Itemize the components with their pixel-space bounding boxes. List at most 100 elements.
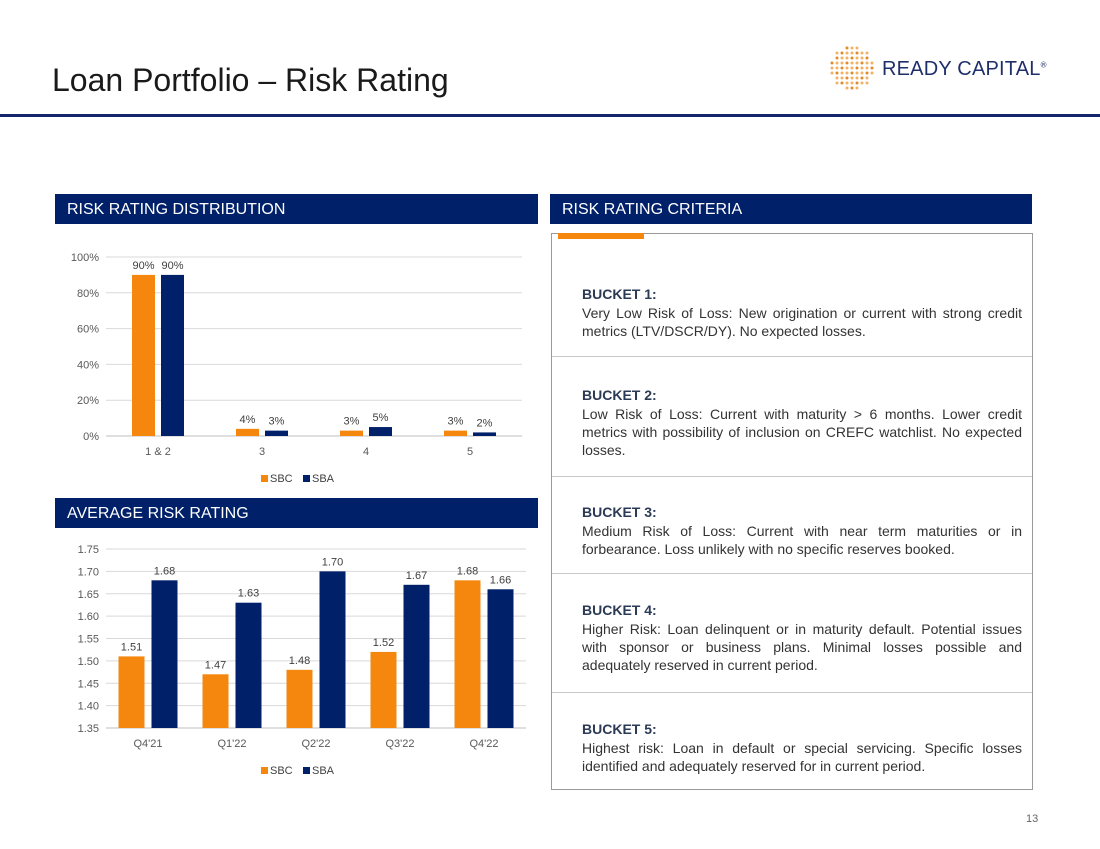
data-label: 1.67 <box>406 570 427 582</box>
x-tick-label: 4 <box>363 446 369 458</box>
logo-dot <box>835 61 839 65</box>
logo-dot <box>855 46 859 50</box>
logo-dot <box>835 76 839 80</box>
logo-dot <box>835 81 839 85</box>
logo-dot <box>855 71 859 75</box>
legend-swatch <box>261 475 268 482</box>
risk-rating-distribution-chart: 0% 20% 40% 60% 80% 100% 90% 90% 1 & 2 4% 3% 3 3% 5% 4 3… <box>71 252 522 485</box>
bar-sbc <box>286 669 313 728</box>
bar-sba <box>319 571 346 728</box>
logo-dot <box>835 66 839 70</box>
bucket-4: BUCKET 4: Higher Risk: Loan delinquent o… <box>552 602 1032 674</box>
bar-sba <box>235 602 262 728</box>
legend-label: SBA <box>312 473 335 485</box>
data-label: 3% <box>269 416 285 428</box>
bucket-description: Medium Risk of Loss: Current with near t… <box>582 523 1022 557</box>
y-tick-label: 1.70 <box>78 566 99 578</box>
legend-label: SBC <box>270 473 293 485</box>
logo-dot <box>860 56 864 60</box>
distribution-header: RISK RATING DISTRIBUTION <box>55 194 538 224</box>
logo-dot <box>855 86 859 90</box>
logo-dot <box>845 76 849 80</box>
bucket-1: BUCKET 1: Very Low Risk of Loss: New ori… <box>552 286 1032 340</box>
logo-dot <box>860 51 864 55</box>
logo-dots-icon <box>830 46 874 90</box>
logo-dot <box>845 81 849 85</box>
data-label: 90% <box>161 260 183 272</box>
bucket-title: BUCKET 1: <box>582 286 657 302</box>
legend-swatch <box>303 767 310 774</box>
logo-dot <box>845 51 849 55</box>
bar-sba <box>473 432 496 436</box>
bucket-description: Higher Risk: Loan delinquent or in matur… <box>582 621 1022 673</box>
logo-dot <box>865 81 869 85</box>
logo-dot <box>860 61 864 65</box>
bar-sba <box>403 584 430 728</box>
data-label: 5% <box>373 412 389 424</box>
title-divider <box>0 114 1100 117</box>
bucket-description: Highest risk: Loan in default or special… <box>582 740 1022 774</box>
logo-dot <box>840 51 844 55</box>
logo-dot <box>850 66 854 70</box>
bar-sbc <box>132 274 155 436</box>
data-label: 1.63 <box>238 588 259 600</box>
x-tick-label: Q4'22 <box>469 738 498 750</box>
x-tick-label: Q3'22 <box>385 738 414 750</box>
logo-dot <box>865 51 869 55</box>
bar-sbc <box>370 651 397 728</box>
data-label: 1.66 <box>490 574 511 586</box>
logo-dot <box>830 61 834 65</box>
bucket-title: BUCKET 3: <box>582 504 657 520</box>
x-tick-label: Q1'22 <box>217 738 246 750</box>
bucket-2: BUCKET 2: Low Risk of Loss: Current with… <box>552 387 1032 459</box>
logo-dot <box>845 56 849 60</box>
bar-sba <box>369 427 392 436</box>
y-tick-label: 1.65 <box>78 589 99 601</box>
logo-dot <box>845 66 849 70</box>
bucket-description: Very Low Risk of Loss: New origination o… <box>582 305 1022 339</box>
bar-sbc <box>202 674 229 728</box>
logo-dot <box>855 51 859 55</box>
x-tick-label: 1 & 2 <box>145 446 171 458</box>
average-header: AVERAGE RISK RATING <box>55 498 538 528</box>
logo-dot <box>855 56 859 60</box>
logo-dot <box>840 81 844 85</box>
bucket-divider <box>552 476 1032 477</box>
bucket-title: BUCKET 2: <box>582 387 657 403</box>
logo-dot <box>850 81 854 85</box>
x-tick-label: 3 <box>259 446 265 458</box>
logo-dot <box>855 66 859 70</box>
legend-label: SBA <box>312 765 335 777</box>
criteria-accent-bar <box>558 233 644 239</box>
data-label: 2% <box>477 417 493 429</box>
x-tick-label: Q4'21 <box>133 738 162 750</box>
bucket-title: BUCKET 5: <box>582 721 657 737</box>
x-tick-label: Q2'22 <box>301 738 330 750</box>
criteria-panel: BUCKET 1: Very Low Risk of Loss: New ori… <box>551 233 1033 790</box>
bar-sbc <box>236 428 259 436</box>
logo-dot <box>840 56 844 60</box>
logo-dot <box>870 71 874 75</box>
legend-swatch <box>261 767 268 774</box>
bar-sba <box>265 430 288 436</box>
logo-dot <box>850 56 854 60</box>
logo-dot <box>845 71 849 75</box>
y-tick-label: 80% <box>77 288 99 300</box>
y-tick-label: 1.35 <box>78 723 99 735</box>
data-label: 1.68 <box>154 565 175 577</box>
bucket-divider <box>552 573 1032 574</box>
y-tick-label: 1.50 <box>78 656 99 668</box>
logo-dot <box>840 66 844 70</box>
bar-sbc <box>444 430 467 436</box>
data-label: 1.51 <box>121 641 142 653</box>
data-label: 1.52 <box>373 637 394 649</box>
x-tick-label: 5 <box>467 446 473 458</box>
y-tick-label: 1.45 <box>78 678 99 690</box>
logo-dot <box>835 71 839 75</box>
logo-dot <box>855 61 859 65</box>
logo-dot <box>865 56 869 60</box>
page-title: Loan Portfolio – Risk Rating <box>52 62 449 98</box>
bucket-divider <box>552 356 1032 357</box>
logo-dot <box>865 61 869 65</box>
logo-dot <box>850 46 854 50</box>
